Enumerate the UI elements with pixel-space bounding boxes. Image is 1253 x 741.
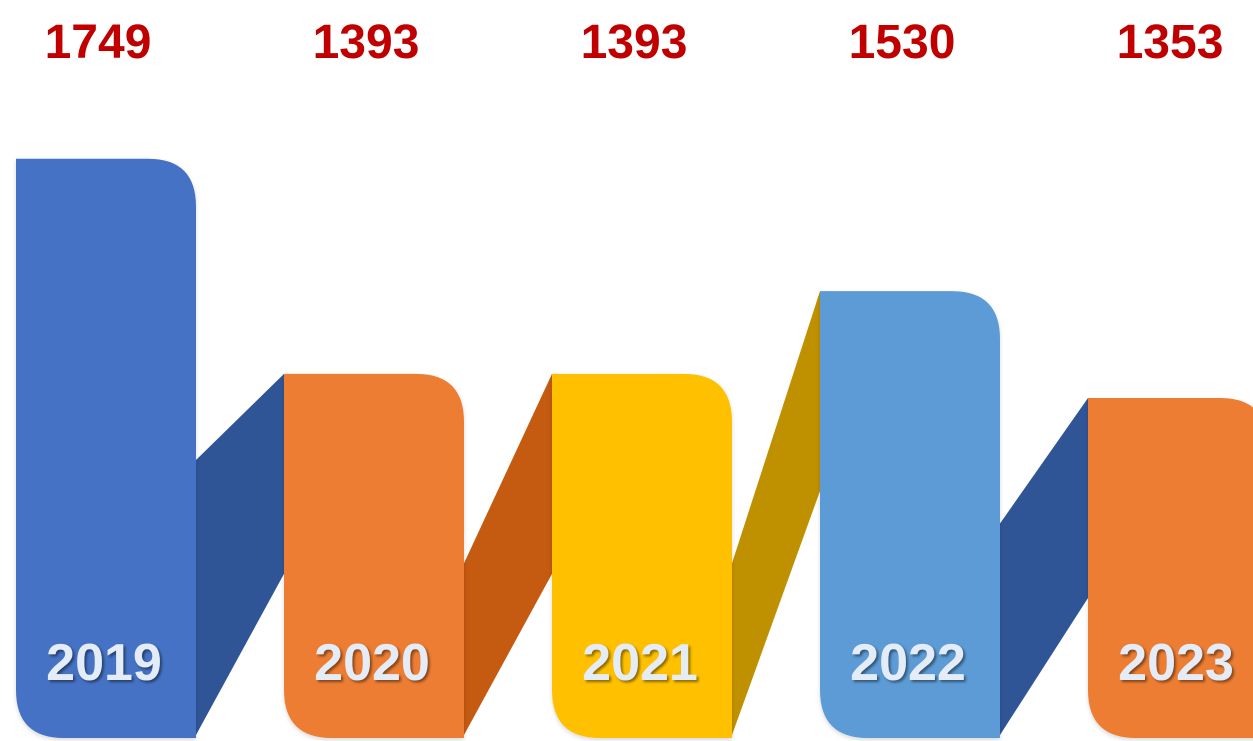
bar-2022 (820, 291, 1000, 738)
value-labels-group: 1749 1393 1393 1530 1353 (45, 16, 1224, 69)
value-label-2023: 1353 (1117, 16, 1224, 69)
connector-2020-2021 (464, 373, 552, 735)
year-label-2019: 2019 (46, 634, 162, 692)
connector-2022-2023 (1000, 397, 1088, 735)
bar-2023 (1088, 397, 1253, 738)
connector-2019-2020 (196, 373, 284, 735)
value-label-2021: 1393 (581, 16, 688, 69)
value-label-2022: 1530 (849, 16, 956, 69)
value-label-2019: 1749 (45, 16, 152, 69)
year-label-2023: 2023 (1118, 634, 1234, 692)
bar-mark-2021: - (635, 304, 652, 362)
year-label-2020: 2020 (314, 634, 430, 692)
bar-2021 (552, 373, 732, 738)
bar-connectors (196, 291, 1088, 735)
bars-group: - (16, 158, 1253, 738)
bar-2019 (16, 158, 196, 738)
year-label-2022: 2022 (850, 634, 966, 692)
year-labels-group: 2019 2020 2021 2022 2023 (46, 634, 1234, 692)
connector-2021-2022 (732, 291, 820, 735)
value-label-2020: 1393 (313, 16, 420, 69)
bar-2020 (284, 373, 464, 738)
year-label-2021: 2021 (582, 634, 698, 692)
